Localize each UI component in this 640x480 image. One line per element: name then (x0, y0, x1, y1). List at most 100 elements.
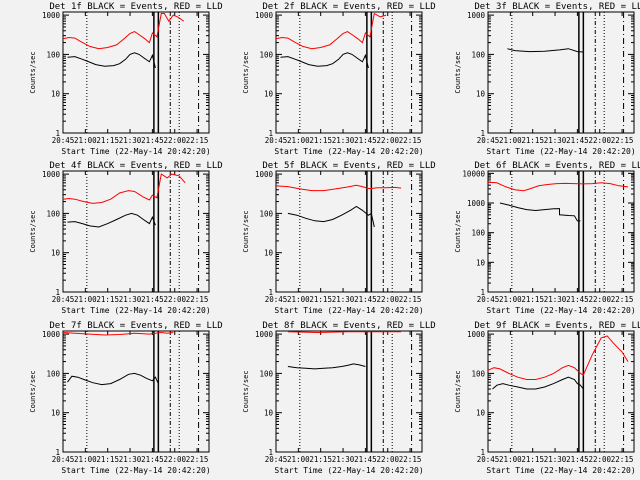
x-tick-label: 20:45 (52, 295, 75, 304)
chart-title: Det 4f BLACK = Events, RED = LLD (49, 161, 222, 171)
plot-frame (62, 11, 210, 134)
x-tick-label: 21:00 (287, 136, 310, 145)
x-tick-label: 22:00 (588, 136, 611, 145)
x-tick-label: 21:00 (499, 136, 522, 145)
y-tick-label: 1 (55, 448, 60, 457)
chart-title: Det 9f BLACK = Events, RED = LLD (474, 321, 640, 331)
x-tick-label: 21:45 (354, 455, 377, 464)
series-line-lld (287, 331, 402, 334)
chart-panel-9: Det 9f BLACK = Events, RED = LLD Start Ti… (454, 321, 640, 475)
x-tick-label: 22:00 (588, 455, 611, 464)
x-tick-label: 21:45 (566, 136, 589, 145)
y-tick-label: 1000 (255, 11, 274, 20)
y-tick-label: 1 (268, 129, 273, 138)
series-line-lld (62, 13, 184, 50)
y-tick-label: 100 (471, 50, 485, 59)
x-tick-label: 21:00 (287, 455, 310, 464)
x-axis-label: Start Time (22-May-14 20:42:20) (274, 466, 423, 475)
x-tick-label: 20:45 (52, 455, 75, 464)
plot-frame (275, 170, 423, 293)
y-axis-label: Counts/sec (29, 51, 37, 93)
y-tick-label: 10 (476, 258, 486, 267)
y-tick-label: 1 (55, 129, 60, 138)
y-tick-label: 10 (264, 90, 274, 99)
x-axis-label: Start Time (22-May-14 20:42:20) (274, 306, 423, 315)
x-tick-label: 22:15 (611, 136, 634, 145)
x-tick-label: 21:15 (96, 136, 119, 145)
x-tick-label: 21:45 (141, 136, 164, 145)
y-axis-label: Counts/sec (29, 210, 37, 252)
x-tick-label: 21:00 (499, 455, 522, 464)
x-tick-label: 21:15 (309, 136, 332, 145)
x-tick-label: 20:45 (477, 295, 500, 304)
y-tick-label: 1000 (255, 170, 274, 179)
x-tick-label: 21:15 (521, 136, 544, 145)
x-tick-label: 22:15 (399, 295, 422, 304)
y-tick-label: 100 (259, 50, 273, 59)
series-line-lld (62, 173, 186, 204)
y-tick-label: 1000 (467, 199, 486, 208)
y-tick-label: 10 (51, 249, 61, 258)
x-tick-label: 20:45 (265, 455, 288, 464)
x-tick-label: 21:45 (141, 455, 164, 464)
y-tick-label: 100 (46, 209, 60, 218)
x-tick-label: 21:00 (287, 295, 310, 304)
x-tick-label: 22:15 (611, 455, 634, 464)
x-tick-label: 22:15 (399, 136, 422, 145)
x-tick-label: 21:15 (309, 295, 332, 304)
y-axis-label: Counts/sec (242, 210, 250, 252)
x-tick-label: 20:45 (477, 136, 500, 145)
y-tick-label: 100 (471, 369, 485, 378)
x-tick-label: 20:45 (265, 136, 288, 145)
series-line-lld (62, 331, 174, 336)
plot-frame (487, 170, 635, 293)
y-tick-label: 100 (46, 50, 60, 59)
x-tick-label: 21:30 (544, 455, 567, 464)
x-tick-label: 22:15 (399, 455, 422, 464)
chart-title: Det 6f BLACK = Events, RED = LLD (474, 161, 640, 171)
x-tick-label: 21:15 (96, 455, 119, 464)
series-line-lld (275, 184, 402, 192)
y-tick-label: 100 (471, 229, 485, 238)
series-line-events (287, 363, 366, 370)
y-axis-label: Counts/sec (242, 51, 250, 93)
x-tick-label: 22:15 (186, 295, 209, 304)
y-axis-label: Counts/sec (29, 370, 37, 412)
x-tick-label: 21:00 (499, 295, 522, 304)
series-line-lld (275, 12, 387, 50)
x-tick-label: 21:30 (119, 295, 142, 304)
y-tick-label: 10 (476, 90, 486, 99)
chart-panel-4: Det 4f BLACK = Events, RED = LLD Start Ti… (29, 161, 223, 315)
x-axis-label: Start Time (22-May-14 20:42:20) (61, 306, 210, 315)
x-tick-label: 21:30 (544, 295, 567, 304)
chart-panel-2: Det 2f BLACK = Events, RED = LLD Start Ti… (242, 2, 436, 156)
chart-panel-7: Det 7f BLACK = Events, RED = LLD Start Ti… (29, 321, 223, 475)
x-tick-label: 21:15 (521, 295, 544, 304)
y-tick-label: 1 (480, 448, 485, 457)
series-line-events (499, 202, 581, 222)
x-tick-label: 21:45 (566, 295, 589, 304)
plot-frame (487, 330, 635, 453)
chart-title: Det 7f BLACK = Events, RED = LLD (49, 321, 222, 331)
x-tick-label: 22:15 (186, 136, 209, 145)
x-tick-label: 21:00 (74, 295, 97, 304)
x-tick-label: 21:00 (74, 136, 97, 145)
chart-panel-5: Det 5f BLACK = Events, RED = LLD Start Ti… (242, 161, 436, 315)
x-tick-label: 22:15 (186, 455, 209, 464)
chart-panel-1: Det 1f BLACK = Events, RED = LLD Start Ti… (29, 2, 223, 156)
x-tick-label: 21:30 (119, 136, 142, 145)
x-tick-label: 21:30 (119, 455, 142, 464)
x-tick-label: 21:15 (96, 295, 119, 304)
y-axis-label: Counts/sec (454, 51, 462, 93)
plot-frame (62, 330, 210, 453)
series-line-events (507, 48, 584, 53)
y-tick-label: 10 (264, 249, 274, 258)
x-tick-label: 22:00 (376, 455, 399, 464)
y-tick-label: 1000 (42, 11, 61, 20)
x-tick-label: 22:00 (588, 295, 611, 304)
x-tick-label: 21:00 (74, 455, 97, 464)
plot-frame (487, 11, 635, 134)
x-tick-label: 20:45 (477, 455, 500, 464)
chart-title: Det 2f BLACK = Events, RED = LLD (262, 2, 435, 12)
